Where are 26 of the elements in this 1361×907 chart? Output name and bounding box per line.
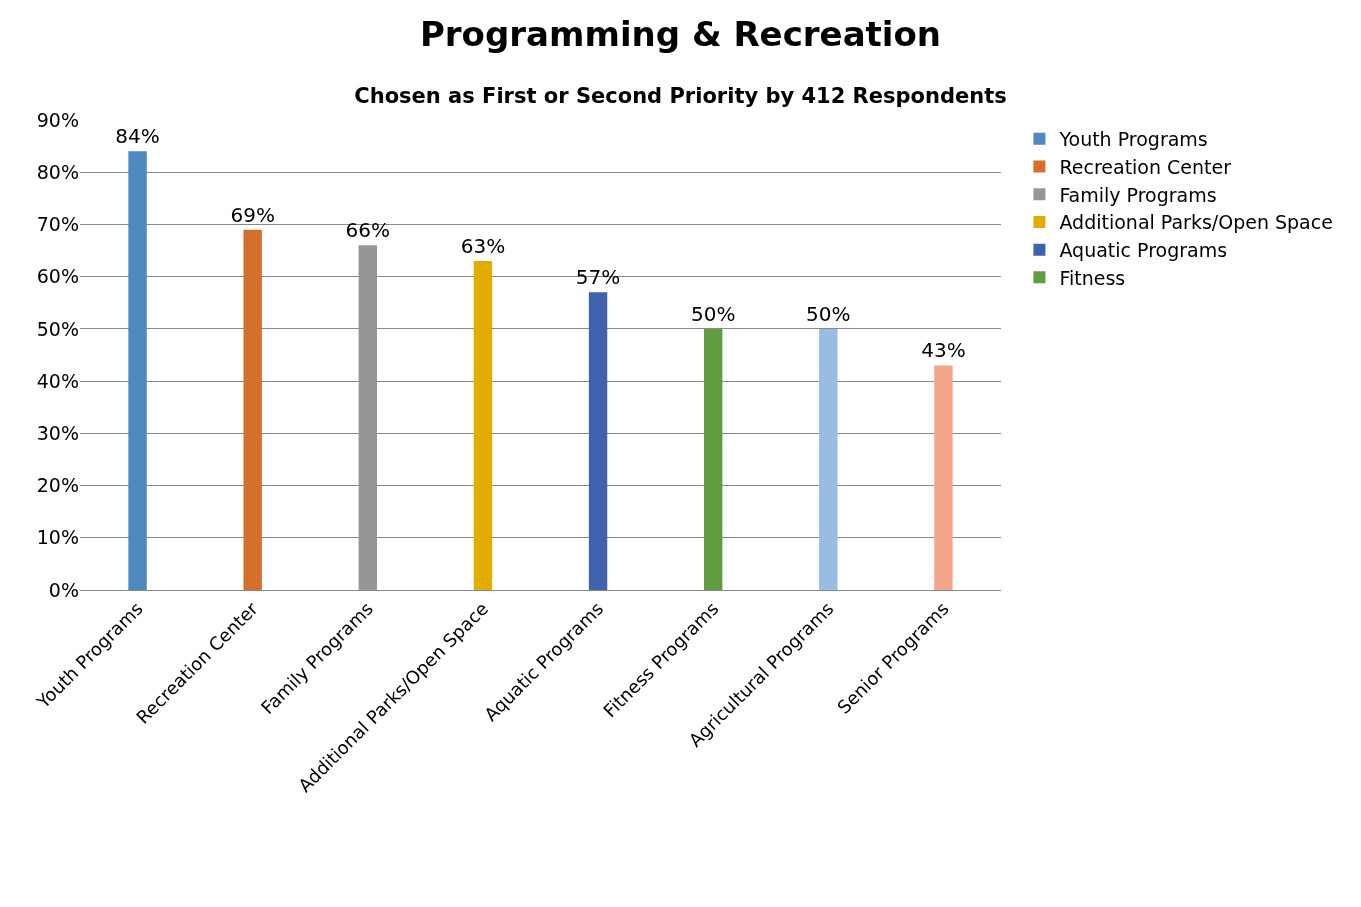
legend-label: Additional Parks/Open Space: [1059, 211, 1333, 234]
data-label: 69%: [230, 202, 275, 227]
chart-subtitle: Chosen as First or Second Priority by 412 Respondents: [354, 83, 1007, 108]
chart-title: Programming & Recreation: [419, 14, 942, 55]
legend-label: Family Programs: [1059, 183, 1217, 206]
legend-label: Recreation Center: [1059, 155, 1232, 178]
legend-label: Youth Programs: [1058, 128, 1208, 151]
data-label: 50%: [690, 301, 736, 326]
data-label: 84%: [115, 124, 160, 149]
y-tick-label: 10%: [36, 526, 79, 549]
y-tick-label: 50%: [36, 317, 79, 340]
legend-label: Aquatic Programs: [1059, 239, 1228, 262]
y-tick-label: 0%: [48, 578, 79, 601]
y-tick-label: 60%: [36, 265, 79, 288]
y-tick-label: 20%: [36, 474, 79, 497]
y-tick-label: 70%: [36, 213, 79, 236]
data-label: 50%: [806, 301, 851, 326]
y-tick-label: 90%: [36, 108, 79, 131]
y-tick-label: 30%: [36, 421, 79, 444]
data-label: 66%: [345, 218, 391, 243]
data-label: 57%: [575, 265, 621, 290]
data-label: 63%: [460, 234, 506, 258]
y-tick-label: 80%: [36, 160, 79, 183]
legend-label: Fitness: [1059, 266, 1126, 289]
y-tick-label: 40%: [36, 369, 79, 392]
data-label: 43%: [921, 338, 966, 363]
